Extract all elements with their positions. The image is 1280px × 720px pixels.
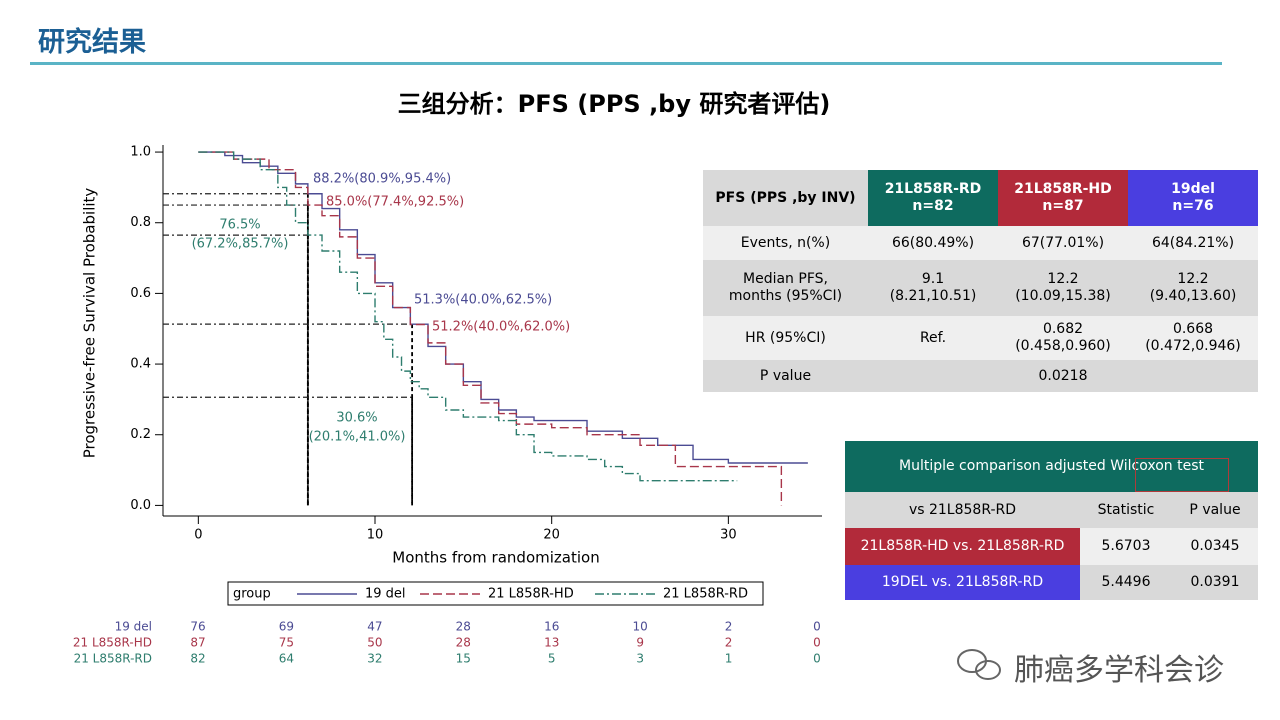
- x-axis-label: Months from randomization: [392, 549, 599, 567]
- wilcoxon-cell: 5.6703: [1080, 528, 1172, 565]
- watermark: 肺癌多学科会诊: [1014, 653, 1224, 688]
- wilcoxon-cell: 21L858R-HD vs. 21L858R-RD: [845, 528, 1080, 565]
- y-tick-label: 1.0: [130, 145, 151, 160]
- risk-row-label: 19 del: [115, 620, 152, 634]
- risk-count: 87: [190, 636, 205, 650]
- risk-count: 13: [544, 636, 559, 650]
- risk-count: 64: [279, 652, 294, 666]
- x-tick-label: 20: [543, 528, 560, 543]
- pfs-cell: 12.2 (10.09,15.38): [998, 260, 1128, 316]
- annotation: 51.3%(40.0%,62.5%): [414, 293, 552, 308]
- wilcoxon-cell: 0.0391: [1172, 565, 1258, 600]
- legend-box: [227, 581, 764, 606]
- pfs-cell: P value: [703, 360, 868, 392]
- risk-count: 10: [633, 620, 648, 634]
- x-tick-label: 0: [194, 528, 202, 543]
- risk-count: 0: [813, 636, 821, 650]
- pfs-cell: 67(77.01%): [998, 226, 1128, 260]
- risk-count: 0: [813, 620, 821, 634]
- watermark-icon: [957, 649, 1001, 680]
- risk-count: 0: [813, 652, 821, 666]
- x-tick-label: 30: [720, 528, 737, 543]
- pfs-header: 21L858R-RD n=82: [868, 170, 998, 226]
- pfs-cell: 64(84.21%): [1128, 226, 1258, 260]
- pfs-cell: 66(80.49%): [868, 226, 998, 260]
- risk-count: 16: [544, 620, 559, 634]
- risk-count: 82: [190, 652, 205, 666]
- title-rule: [30, 62, 1222, 65]
- slide-title: 研究结果: [38, 27, 146, 58]
- annotation: 51.2%(40.0%,62.0%): [432, 320, 570, 335]
- km-curve: [198, 151, 783, 506]
- pfs-cell: 0.682 (0.458,0.960): [998, 316, 1128, 360]
- risk-row-label: 21 L858R-HD: [73, 636, 152, 650]
- risk-count: 3: [636, 652, 644, 666]
- risk-row-label: 21 L858R-RD: [74, 652, 152, 666]
- legend-label: 21 L858R-RD: [663, 587, 748, 602]
- wilcoxon-cell: 19DEL vs. 21L858R-RD: [845, 565, 1080, 600]
- risk-count: 1: [725, 652, 733, 666]
- annotation: 76.5%: [219, 218, 260, 233]
- wilcoxon-cell: 5.4496: [1080, 565, 1172, 600]
- risk-count: 28: [456, 636, 471, 650]
- risk-count: 5: [548, 652, 556, 666]
- risk-count: 9: [636, 636, 644, 650]
- pfs-cell: 12.2 (9.40,13.60): [1128, 260, 1258, 316]
- legend-title: group: [233, 587, 271, 602]
- wilcoxon-header: P value: [1172, 492, 1258, 528]
- wilcoxon-header: Statistic: [1080, 492, 1172, 528]
- risk-count: 75: [279, 636, 294, 650]
- km-chart: 88.2%(80.9%,95.4%) 85.0%(77.4%,92.5%) 76…: [73, 145, 822, 666]
- y-tick-label: 0.0: [130, 498, 151, 513]
- risk-count: 2: [725, 620, 733, 634]
- risk-count: 15: [456, 652, 471, 666]
- y-tick-label: 0.4: [130, 357, 151, 372]
- km-curve: [198, 151, 738, 482]
- x-tick-label: 10: [367, 528, 384, 543]
- risk-count: 50: [367, 636, 382, 650]
- wilcoxon-title: Multiple comparison adjusted Wilcoxon te…: [845, 441, 1258, 492]
- y-tick-label: 0.8: [130, 215, 151, 230]
- pfs-header: PFS (PPS ,by INV): [703, 170, 868, 226]
- pfs-cell: 9.1 (8.21,10.51): [868, 260, 998, 316]
- pfs-cell: Median PFS, months (95%CI): [703, 260, 868, 316]
- pfs-cell: Events, n(%): [703, 226, 868, 260]
- pfs-cell: 0.668 (0.472,0.946): [1128, 316, 1258, 360]
- pfs-cell: 0.0218: [868, 360, 1258, 392]
- y-tick-label: 0.2: [130, 427, 151, 442]
- risk-count: 69: [279, 620, 294, 634]
- pfs-cell: Ref.: [868, 316, 998, 360]
- annotation: 30.6%: [336, 411, 377, 426]
- wilcoxon-header: vs 21L858R-RD: [845, 492, 1080, 528]
- risk-count: 76: [190, 620, 205, 634]
- risk-count: 32: [367, 652, 382, 666]
- annotation: (67.2%,85.7%): [192, 237, 289, 252]
- risk-count: 2: [725, 636, 733, 650]
- pfs-header: 19del n=76: [1128, 170, 1258, 226]
- slide-subtitle: 三组分析：PFS (PPS ,by 研究者评估): [397, 90, 831, 118]
- legend-label: 19 del: [365, 587, 406, 602]
- pfs-header: 21L858R-HD n=87: [998, 170, 1128, 226]
- annotation: (20.1%,41.0%): [309, 430, 406, 445]
- wilcoxon-cell: 0.0345: [1172, 528, 1258, 565]
- y-tick-label: 0.6: [130, 286, 151, 301]
- risk-count: 28: [456, 620, 471, 634]
- y-axis-label: Progressive-free Survival Probability: [81, 188, 99, 459]
- legend-label: 21 L858R-HD: [488, 587, 574, 602]
- annotation: 88.2%(80.9%,95.4%): [313, 172, 451, 187]
- highlight-box: [1135, 458, 1229, 492]
- risk-count: 47: [367, 620, 382, 634]
- annotation: 85.0%(77.4%,92.5%): [326, 195, 464, 210]
- pfs-cell: HR (95%CI): [703, 316, 868, 360]
